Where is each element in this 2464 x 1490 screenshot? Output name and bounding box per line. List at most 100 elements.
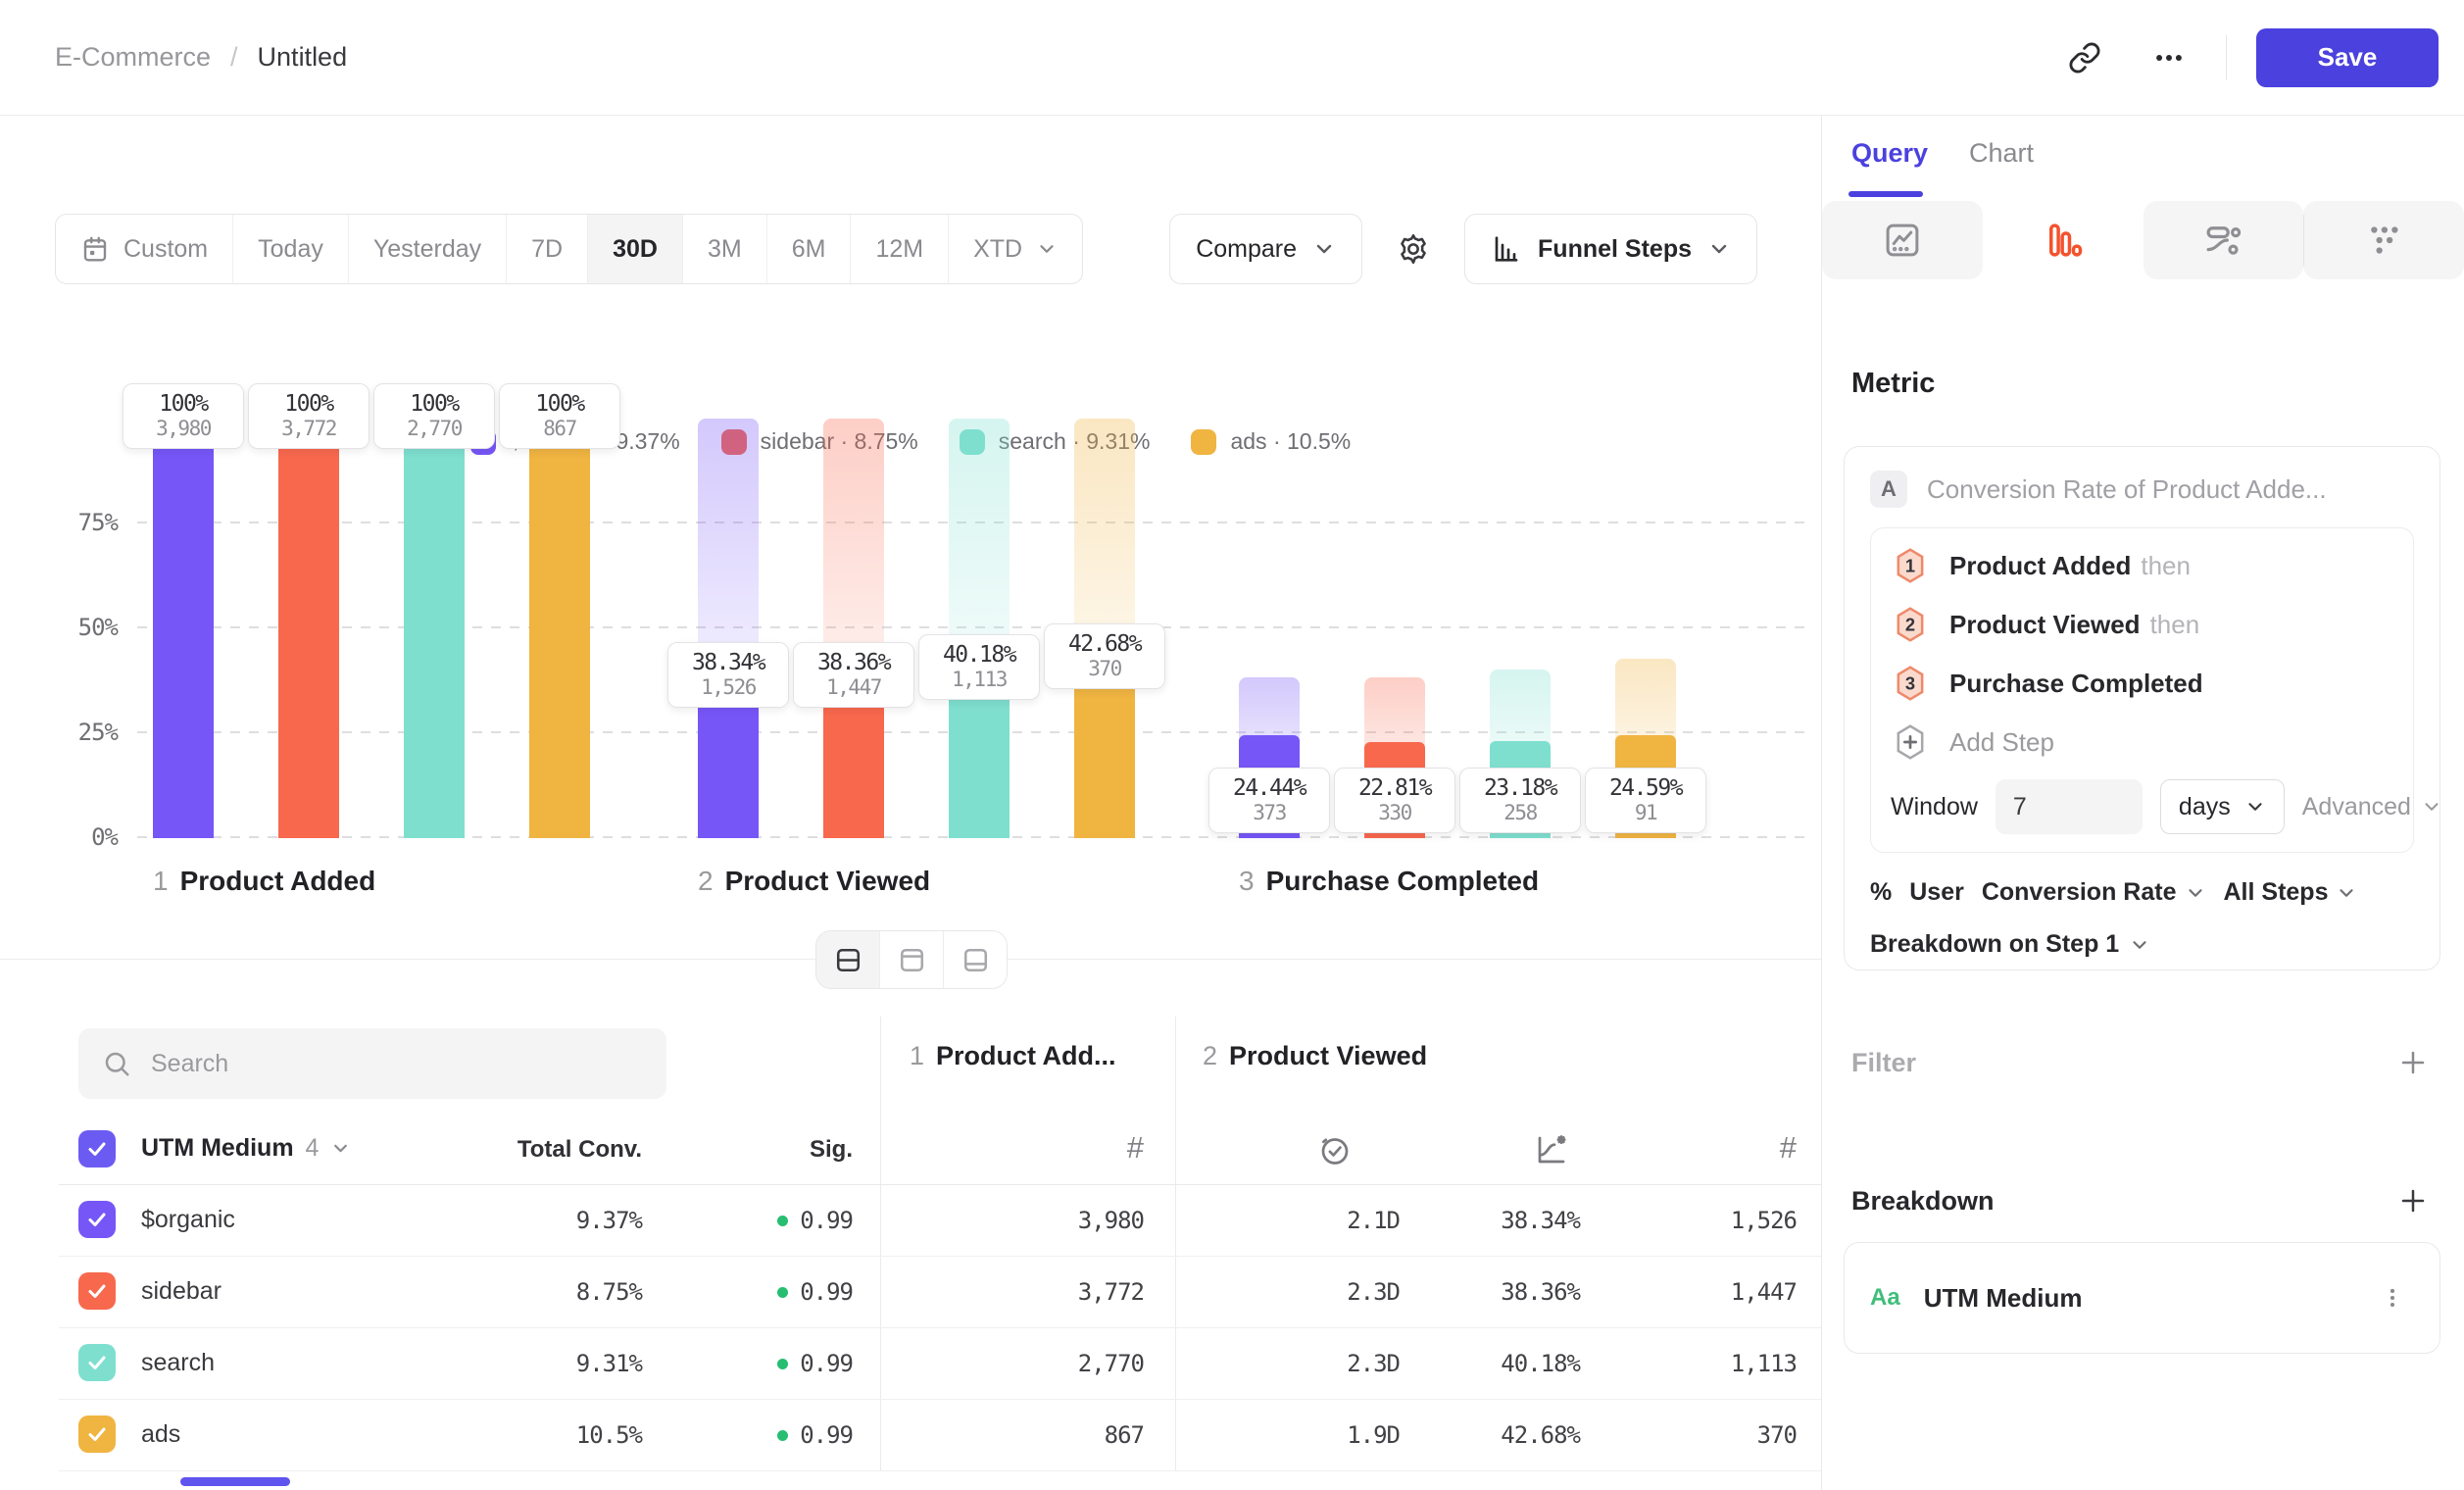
check-icon [85, 1208, 109, 1231]
chart-tab-flow[interactable] [2144, 201, 2304, 279]
table-row[interactable]: $organic9.37%0.993,9802.1D38.34%1,526 [59, 1184, 1821, 1257]
date-range-30d[interactable]: 30D [588, 215, 683, 283]
date-range-yesterday[interactable]: Yesterday [349, 215, 507, 283]
ellipsis-icon [2152, 41, 2186, 74]
cell-step2-conv: 42.68% [1431, 1421, 1580, 1449]
date-range-xtd[interactable]: XTD [949, 215, 1082, 283]
add-step-button[interactable]: Add Step [1891, 713, 2393, 771]
breakdown-column-header[interactable]: UTM Medium 4 [141, 1134, 351, 1163]
date-range-today[interactable]: Today [233, 215, 349, 283]
measure-entity[interactable]: User [1909, 878, 1964, 907]
plus-icon [2398, 1048, 2428, 1077]
funnel-bar-sidebar[interactable]: 100%3,772 [278, 419, 339, 838]
advanced-toggle[interactable]: Advanced [2302, 793, 2442, 821]
layout-table-only-button[interactable] [944, 931, 1007, 988]
date-range-7d[interactable]: 7D [507, 215, 588, 283]
breakdown-property-label: UTM Medium [1924, 1283, 2083, 1314]
layout-split-button[interactable] [816, 931, 880, 988]
total-conv-column-header[interactable]: Total Conv. [431, 1136, 642, 1164]
breadcrumb-parent[interactable]: E-Commerce [55, 42, 211, 73]
metric-step-row[interactable]: 2Product Viewedthen [1891, 595, 2393, 654]
cell-total-conv: 9.37% [431, 1207, 642, 1234]
svg-text:3: 3 [1905, 672, 1915, 693]
breakdown-property-card[interactable]: Aa UTM Medium [1844, 1242, 2440, 1354]
check-icon [85, 1279, 109, 1303]
select-all-checkbox[interactable] [78, 1130, 116, 1167]
table-row[interactable]: ads10.5%0.998671.9D42.68%370 [59, 1399, 1821, 1471]
funnel-bar-search[interactable]: 100%2,770 [404, 419, 465, 838]
breadcrumb-current[interactable]: Untitled [258, 42, 348, 73]
layout-chart-only-button[interactable] [880, 931, 944, 988]
window-unit-select[interactable]: days [2160, 779, 2285, 834]
metric-step-row[interactable]: 1Product Addedthen [1891, 536, 2393, 595]
funnel-bar-sidebar[interactable]: 22.81%330 [1364, 419, 1425, 838]
row-checkbox[interactable] [78, 1416, 116, 1453]
row-checkbox[interactable] [78, 1344, 116, 1381]
layout-toggle [815, 930, 1008, 989]
funnel-bar-search[interactable]: 23.18%258 [1490, 419, 1551, 838]
metric-series-row[interactable]: A Conversion Rate of Product Adde... [1870, 471, 2414, 508]
chart-type-button[interactable]: Funnel Steps [1464, 214, 1757, 284]
funnel-bar-organic[interactable]: 100%3,980 [153, 419, 214, 838]
chart-type-tabs [1822, 201, 2464, 279]
row-checkbox[interactable] [78, 1272, 116, 1310]
row-label: search [141, 1349, 215, 1377]
date-range-6m[interactable]: 6M [767, 215, 852, 283]
svg-text:2: 2 [1905, 614, 1915, 634]
add-filter-button[interactable] [2391, 1041, 2435, 1084]
metric-step-row[interactable]: 3Purchase Completed [1891, 654, 2393, 713]
kebab-icon [2380, 1285, 2405, 1311]
funnel-bar-ads[interactable]: 100%867 [529, 419, 590, 838]
tab-query[interactable]: Query [1851, 138, 1928, 169]
conversion-rate-column-icon[interactable] [1534, 1132, 1569, 1167]
funnel-step-labels: 1Product Added2Product Viewed3Purchase C… [0, 862, 1821, 901]
breakdown-options-button[interactable] [2371, 1276, 2414, 1319]
measure-metric-select[interactable]: Conversion Rate [1982, 878, 2206, 907]
funnel-bar-ads[interactable]: 24.59%91 [1615, 419, 1676, 838]
chart-tab-scatter[interactable] [2303, 201, 2464, 279]
chart-tab-line[interactable] [1822, 201, 1983, 279]
more-menu-button[interactable] [2142, 30, 2196, 85]
funnel-solid-bar [278, 419, 339, 838]
bar-conversion-pct: 100% [535, 391, 583, 417]
funnel-bar-ads[interactable]: 42.68%370 [1074, 419, 1135, 838]
y-axis-tick: 50% [53, 614, 118, 641]
measure-scope-select[interactable]: All Steps [2224, 878, 2358, 907]
bar-conversion-pct: 38.34% [692, 650, 764, 675]
add-breakdown-button[interactable] [2391, 1179, 2435, 1222]
time-to-convert-column-icon[interactable] [1317, 1132, 1353, 1167]
funnel-chart: 0%25%50%75%100%3,980100%3,772100%2,77010… [59, 372, 1821, 838]
save-button[interactable]: Save [2256, 28, 2439, 87]
window-value-input[interactable] [1996, 779, 2143, 834]
funnel-bar-search[interactable]: 40.18%1,113 [949, 419, 1010, 838]
chevron-down-icon [2129, 934, 2150, 956]
row-checkbox[interactable] [78, 1201, 116, 1238]
date-range-custom[interactable]: Custom [56, 215, 233, 283]
share-link-button[interactable] [2057, 30, 2112, 85]
bar-count: 330 [1378, 801, 1410, 824]
bar-count: 3,980 [156, 417, 211, 440]
table-row[interactable]: search9.31%0.992,7702.3D40.18%1,113 [59, 1327, 1821, 1400]
horizontal-scrollbar-thumb[interactable] [180, 1477, 290, 1486]
funnel-bar-organic[interactable]: 24.44%373 [1239, 419, 1300, 838]
breakdown-on-step-select[interactable]: Breakdown on Step 1 [1870, 930, 2414, 959]
compare-button[interactable]: Compare [1169, 214, 1362, 284]
bar-value-card: 100%3,980 [123, 383, 244, 449]
date-range-3m[interactable]: 3M [683, 215, 767, 283]
chart-tab-funnel[interactable] [1983, 201, 2144, 279]
date-range-12m[interactable]: 12M [851, 215, 949, 283]
table-row[interactable]: sidebar8.75%0.993,7722.3D38.36%1,447 [59, 1256, 1821, 1328]
sig-column-header[interactable]: Sig. [686, 1136, 853, 1164]
count-column-icon[interactable]: # [1039, 1130, 1144, 1166]
count-column-icon[interactable]: # [1705, 1130, 1797, 1166]
table-search[interactable] [78, 1028, 666, 1099]
conversion-window-row: Window days Advanced [1891, 779, 2393, 834]
breadcrumb-separator: / [230, 42, 238, 73]
bar-count: 867 [543, 417, 575, 440]
breadcrumb: E-Commerce / Untitled [55, 0, 347, 115]
bar-conversion-pct: 24.59% [1609, 775, 1682, 801]
funnel-bar-sidebar[interactable]: 38.36%1,447 [823, 419, 884, 838]
search-input[interactable] [149, 1049, 643, 1079]
chart-settings-button[interactable] [1382, 218, 1445, 280]
funnel-bar-organic[interactable]: 38.34%1,526 [698, 419, 759, 838]
